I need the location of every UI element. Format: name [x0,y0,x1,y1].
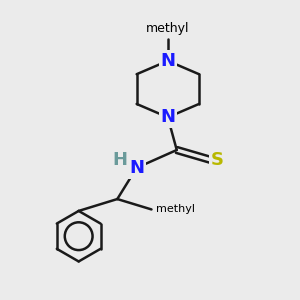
Text: methyl: methyl [146,22,190,35]
Text: N: N [129,159,144,177]
Text: methyl: methyl [156,204,195,214]
Text: H: H [113,152,128,169]
Text: N: N [160,108,175,126]
Text: S: S [210,152,224,169]
Text: N: N [160,52,175,70]
